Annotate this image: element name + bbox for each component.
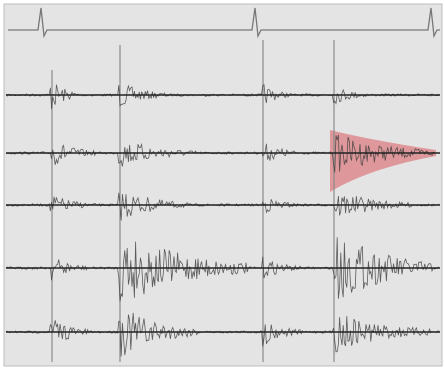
sound-traces — [5, 83, 440, 357]
ecg-trace — [8, 7, 440, 39]
recording-paper — [3, 3, 443, 367]
highlight-region — [330, 130, 436, 192]
sound-trace — [5, 237, 440, 302]
